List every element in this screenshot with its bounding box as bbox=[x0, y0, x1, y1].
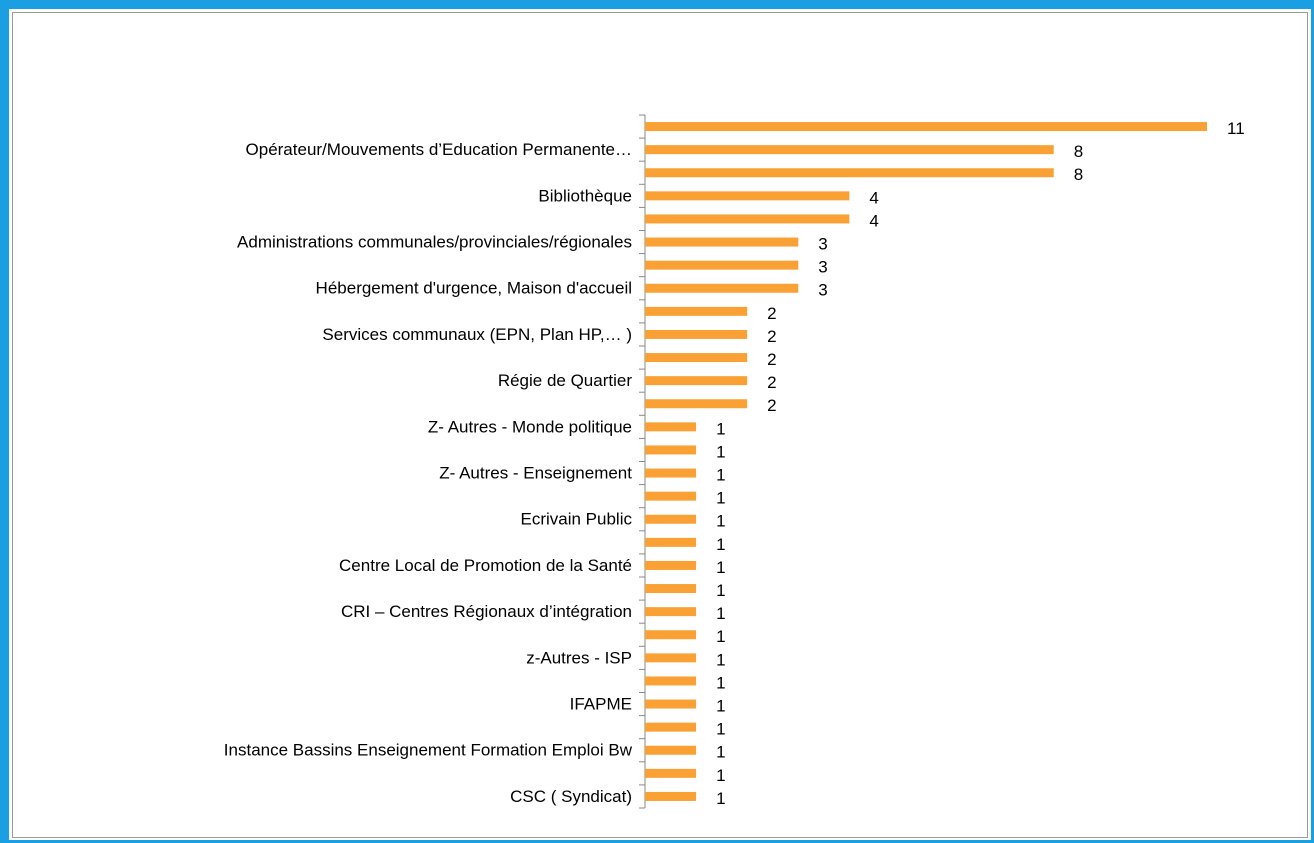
data-label: 1 bbox=[716, 627, 725, 646]
data-label: 8 bbox=[1074, 142, 1083, 161]
y-tick-label: Centre Local de Promotion de la Santé bbox=[339, 556, 632, 575]
y-tick-label: Régie de Quartier bbox=[498, 371, 633, 390]
y-tick-label: Bibliothèque bbox=[538, 186, 632, 205]
data-label: 2 bbox=[767, 304, 776, 323]
y-tick-label: Administrations communales/provinciales/… bbox=[237, 233, 632, 252]
bar bbox=[645, 445, 697, 455]
bar bbox=[645, 722, 697, 732]
y-tick-label: CRI – Centres Régionaux d’intégration bbox=[341, 602, 632, 621]
bar bbox=[645, 191, 850, 201]
y-tick-label: z-Autres - ISP bbox=[526, 648, 632, 667]
data-label: 2 bbox=[767, 350, 776, 369]
bar bbox=[645, 237, 799, 247]
bar bbox=[645, 791, 697, 801]
y-tick-label: IFAPME bbox=[570, 695, 632, 714]
data-label: 1 bbox=[716, 743, 725, 762]
data-label: 3 bbox=[818, 258, 827, 277]
bar bbox=[645, 399, 748, 409]
y-tick-label: Services communaux (EPN, Plan HP,… ) bbox=[322, 325, 632, 344]
data-label: 3 bbox=[818, 281, 827, 300]
data-label: 8 bbox=[1074, 165, 1083, 184]
bar bbox=[645, 560, 697, 570]
y-tick-label: Ecrivain Public bbox=[521, 510, 633, 529]
data-label: 4 bbox=[869, 211, 878, 230]
bar bbox=[645, 676, 697, 686]
bar bbox=[645, 630, 697, 640]
bar bbox=[645, 745, 697, 755]
bar bbox=[645, 306, 748, 316]
y-tick-label: Z- Autres - Enseignement bbox=[439, 464, 632, 483]
bar bbox=[645, 514, 697, 524]
bar bbox=[645, 422, 697, 432]
data-label: 2 bbox=[767, 396, 776, 415]
bar bbox=[645, 329, 748, 339]
bar bbox=[645, 491, 697, 501]
bar bbox=[645, 768, 697, 778]
data-label: 1 bbox=[716, 697, 725, 716]
bar bbox=[645, 653, 697, 663]
data-label: 1 bbox=[716, 535, 725, 554]
bar bbox=[645, 699, 697, 709]
bar bbox=[645, 214, 850, 224]
data-label: 2 bbox=[767, 327, 776, 346]
data-label: 1 bbox=[716, 604, 725, 623]
bar bbox=[645, 283, 799, 293]
data-label: 1 bbox=[716, 489, 725, 508]
data-label: 1 bbox=[716, 789, 725, 808]
data-label: 3 bbox=[818, 235, 827, 254]
data-label: 1 bbox=[716, 650, 725, 669]
data-label: 1 bbox=[716, 558, 725, 577]
data-label: 1 bbox=[716, 581, 725, 600]
bar bbox=[645, 122, 1207, 132]
data-label: 1 bbox=[716, 673, 725, 692]
bar bbox=[645, 584, 697, 594]
data-label: 1 bbox=[716, 512, 725, 531]
bar bbox=[645, 468, 697, 478]
data-label: 1 bbox=[716, 720, 725, 739]
bar bbox=[645, 168, 1054, 178]
data-label: 1 bbox=[716, 442, 725, 461]
bar bbox=[645, 537, 697, 547]
bar bbox=[645, 376, 748, 386]
data-label: 1 bbox=[716, 419, 725, 438]
bar bbox=[645, 260, 799, 270]
chart-area bbox=[12, 12, 1308, 838]
data-label: 11 bbox=[1227, 119, 1245, 138]
y-tick-label: Z- Autres - Monde politique bbox=[428, 417, 632, 436]
data-label: 2 bbox=[767, 373, 776, 392]
y-tick-label: Hébergement d'urgence, Maison d'accueil bbox=[316, 279, 632, 298]
y-tick-label: Opérateur/Mouvements d’Education Permane… bbox=[246, 140, 632, 159]
y-tick-label: Instance Bassins Enseignement Formation … bbox=[224, 741, 633, 760]
bar bbox=[645, 607, 697, 617]
data-label: 4 bbox=[869, 188, 878, 207]
bar bbox=[645, 353, 748, 363]
data-label: 1 bbox=[716, 766, 725, 785]
bar bbox=[645, 145, 1054, 155]
data-label: 1 bbox=[716, 466, 725, 485]
y-tick-label: CSC ( Syndicat) bbox=[510, 787, 632, 806]
